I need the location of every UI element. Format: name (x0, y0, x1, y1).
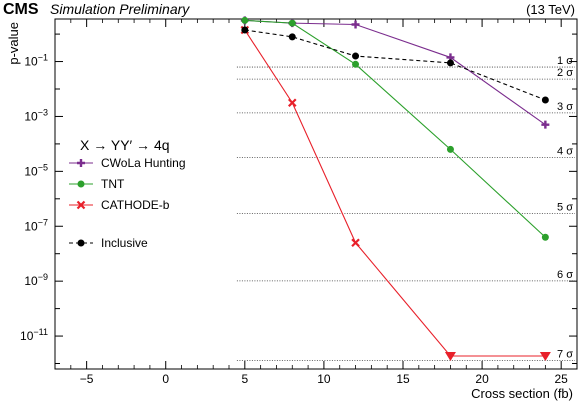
limit-line (355, 242, 546, 357)
series-inclusive (241, 26, 549, 104)
x-tick-label: 0 (162, 372, 169, 386)
significance-label: 2 σ (557, 67, 573, 79)
y-axis: 10−1 10−3 10−5 10−7 10−9 10−11 (20, 33, 577, 365)
data-point (288, 33, 296, 41)
data-point (446, 59, 454, 67)
y-tick-label: 10−3 (24, 107, 48, 123)
significance-label: 4 σ (557, 146, 573, 158)
series-tnt (241, 16, 549, 241)
legend-marker (76, 200, 86, 210)
x-tick-label: −5 (80, 372, 94, 386)
legend-label: TNT (101, 177, 125, 191)
x-tick-label: 10 (317, 372, 331, 386)
experiment-label: CMS (3, 1, 39, 18)
data-point (352, 60, 360, 68)
y-tick-label: 10−9 (24, 272, 48, 288)
data-point (446, 145, 454, 153)
data-point (352, 52, 360, 60)
significance-lines: 1 σ2 σ 3 σ 4 σ 5 σ 6 σ 7 σ (236, 55, 575, 361)
legend-marker (77, 159, 85, 167)
significance-label: 7 σ (557, 348, 573, 360)
data-point (541, 233, 549, 241)
legend-label: CWoLa Hunting (101, 156, 186, 170)
significance-label: 6 σ (557, 269, 573, 281)
legend: X → YY′ → 4q CWoLa Hunting TNT CATHODE-b In… (69, 137, 186, 250)
limit-marker (444, 352, 456, 361)
y-tick-label: 10−7 (24, 217, 48, 233)
x-axis-label: Cross section (fb) (471, 386, 573, 401)
plot-frame (54, 18, 578, 370)
series-cwola-hunting (240, 16, 550, 129)
significance-label: 5 σ (557, 202, 573, 214)
legend-title: X → YY′ → 4q (80, 137, 170, 153)
x-tick-label: 5 (241, 372, 248, 386)
data-point (241, 26, 249, 34)
series-line (244, 29, 546, 101)
y-tick-label: 10−5 (24, 162, 48, 178)
significance-label: 1 σ (557, 55, 573, 67)
y-axis-label: p-value (6, 22, 21, 65)
x-tick-label: 15 (396, 372, 410, 386)
x-axis: −5 0 5 10 15 20 25 (70, 19, 578, 386)
legend-label: CATHODE-b (101, 198, 170, 212)
legend-marker (77, 180, 85, 188)
y-tick-label: 10−1 (24, 53, 48, 69)
x-tick-label: 25 (555, 372, 569, 386)
data-point (287, 98, 297, 108)
legend-label: Inclusive (101, 236, 148, 250)
data-point (541, 120, 550, 129)
legend-marker (77, 239, 85, 247)
series-line (244, 19, 546, 238)
significance-label: 3 σ (557, 101, 573, 113)
energy-label: (13 TeV) (526, 2, 575, 17)
status-label: Simulation Preliminary (50, 1, 190, 17)
x-tick-label: 20 (475, 372, 489, 386)
data-point (241, 16, 249, 24)
series-layer (240, 16, 550, 248)
limit-markers (355, 242, 551, 361)
data-point (288, 19, 296, 27)
data-point (541, 96, 549, 104)
data-point (351, 20, 360, 29)
limit-marker (539, 352, 551, 361)
series-line (244, 29, 357, 243)
y-tick-label: 10−11 (20, 327, 48, 343)
